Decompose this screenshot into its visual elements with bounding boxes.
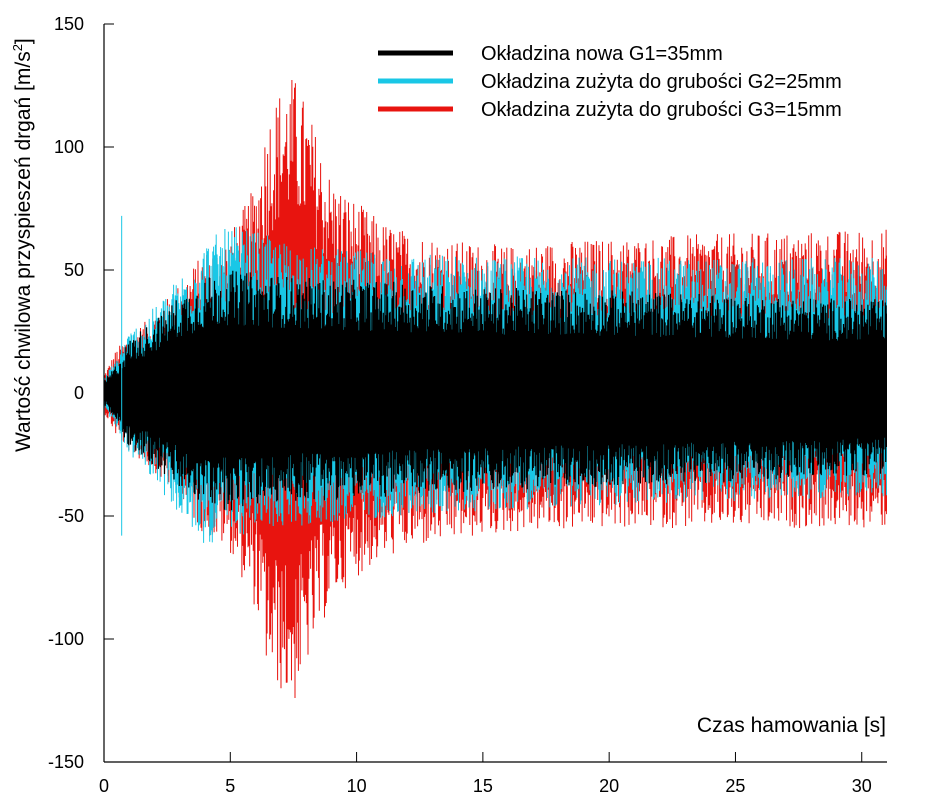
y-tick-label: -100: [48, 629, 84, 649]
x-tick-label: 5: [225, 776, 235, 796]
y-tick-label: 0: [74, 383, 84, 403]
x-tick-label: 30: [852, 776, 872, 796]
legend-label: Okładzina nowa G1=35mm: [481, 43, 723, 65]
series-line-3: [104, 270, 887, 511]
legend: Okładzina nowa G1=35mm Okładzina zużyta d…: [378, 43, 842, 121]
y-tick-label: 150: [54, 14, 84, 34]
x-tick-label: 25: [725, 776, 745, 796]
x-tick-label: 10: [347, 776, 367, 796]
series-line-2: [104, 227, 887, 543]
x-axis-title: Czas hamowania [s]: [697, 714, 886, 737]
y-tick-label: -150: [48, 752, 84, 772]
y-tick-label: 50: [64, 260, 84, 280]
x-tick-label: 0: [99, 776, 109, 796]
x-tick-label: 20: [599, 776, 619, 796]
y-tick-label: 100: [54, 137, 84, 157]
legend-label: Okładzina zużyta do grubości G2=25mm: [481, 71, 842, 93]
x-tick-label: 15: [473, 776, 493, 796]
legend-label: Okładzina zużyta do grubości G3=15mm: [481, 99, 842, 121]
y-tick-label: -50: [58, 506, 84, 526]
y-axis-title: Wartość chwilowa przyspieszeń drgań [m/s…: [10, 38, 35, 452]
